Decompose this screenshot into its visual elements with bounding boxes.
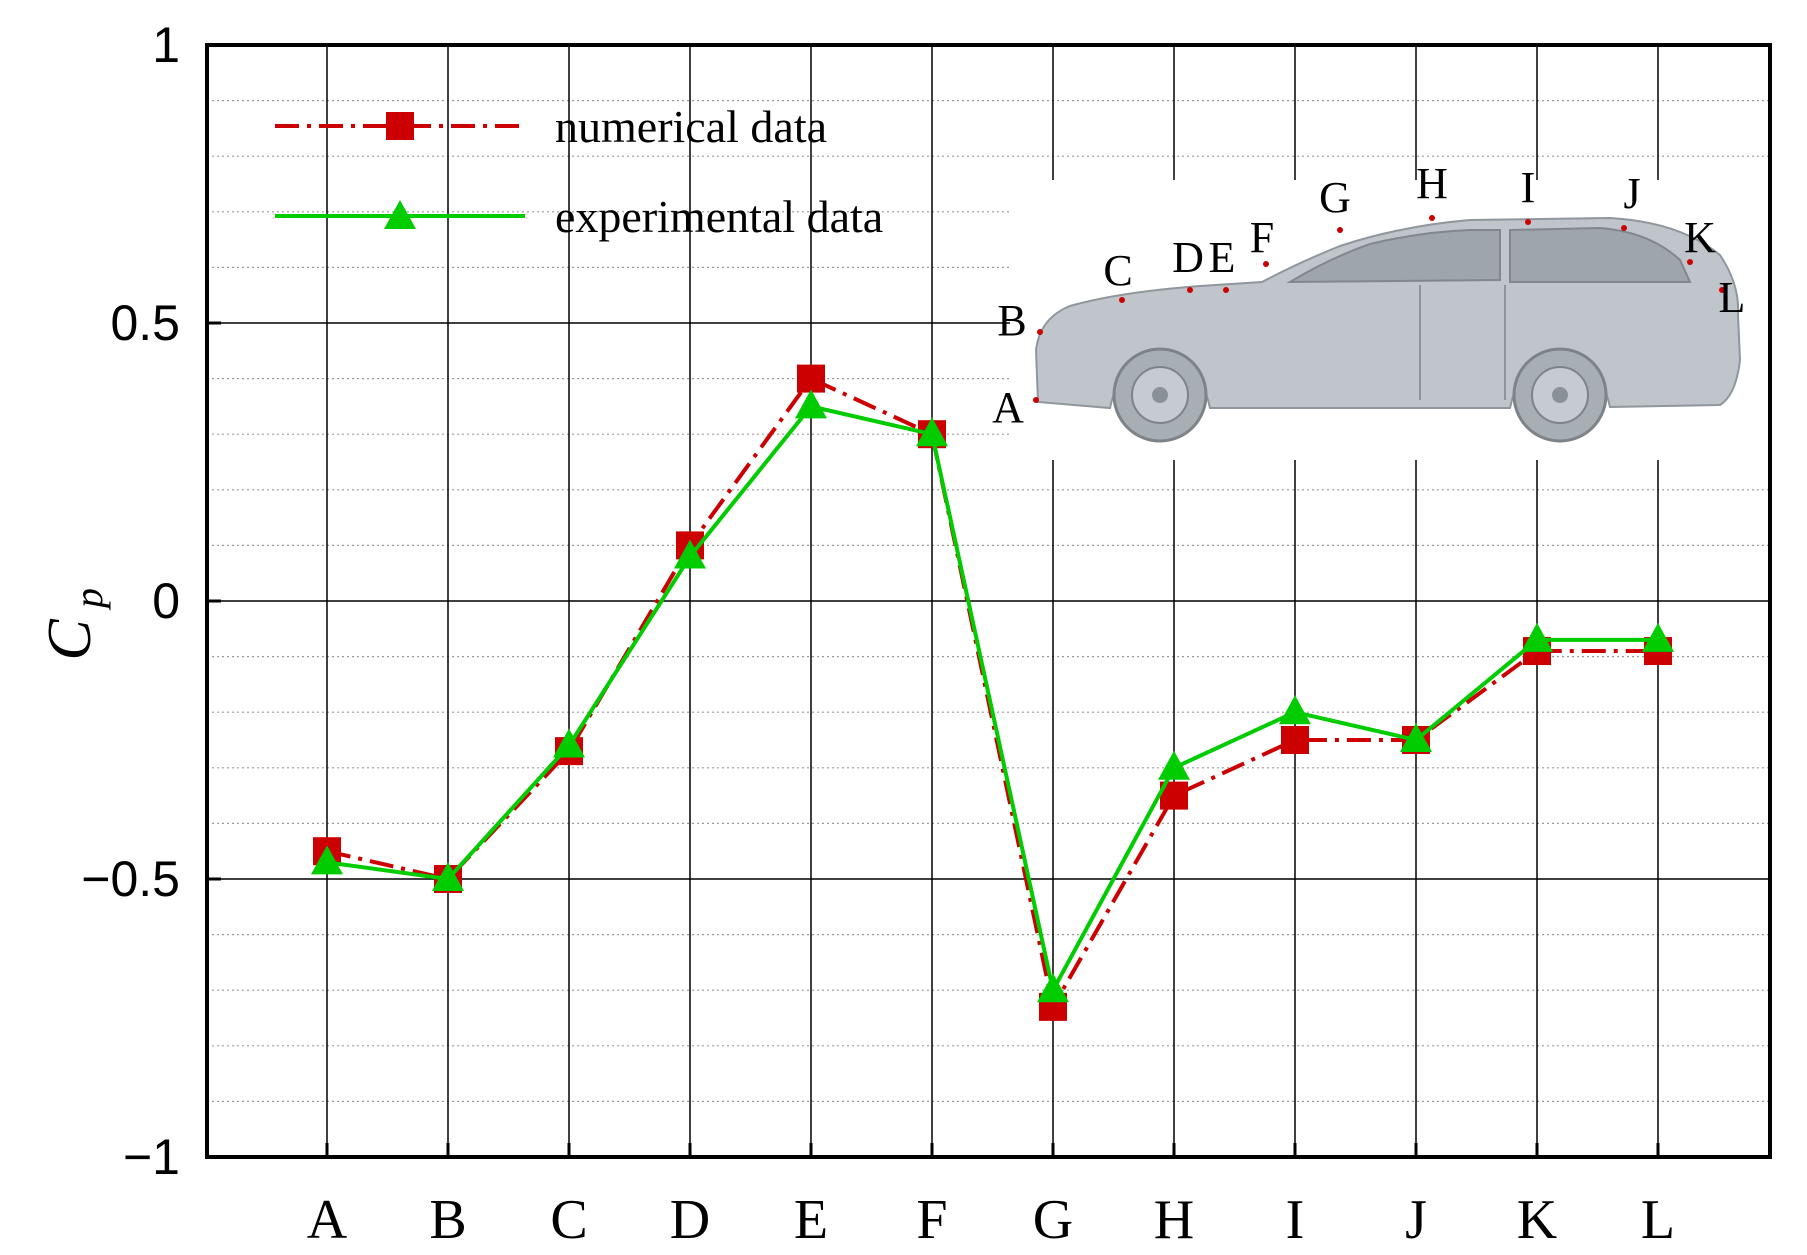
car-point-label: F <box>1250 213 1274 262</box>
car-windows <box>1286 226 1692 284</box>
data-point-experimental <box>1279 695 1311 725</box>
y-axis-label-subscript: p <box>66 588 111 611</box>
y-tick-label: 0 <box>152 573 180 629</box>
car-point-dot <box>1687 259 1693 265</box>
car-point-label: J <box>1623 169 1640 218</box>
data-point-experimental <box>311 845 343 875</box>
data-point-experimental <box>1521 622 1553 652</box>
legend-marker-numerical <box>386 112 414 140</box>
y-tick-label: 1 <box>152 17 180 73</box>
car-point-dot <box>1119 297 1125 303</box>
series-line-1 <box>326 404 1658 996</box>
x-tick-label: K <box>1517 1189 1557 1251</box>
y-ticks: −1 −0.5 0 0.5 1 <box>81 17 221 1185</box>
data-point-experimental <box>916 417 948 447</box>
y-tick-label: −1 <box>123 1129 180 1185</box>
car-point-dot <box>1037 329 1043 335</box>
series-layer <box>311 364 1674 1021</box>
car-illustration <box>1034 216 1742 443</box>
y-axis-label-main: C <box>36 619 104 661</box>
rear-wheel <box>1512 347 1608 443</box>
car-point-label: D <box>1172 233 1204 282</box>
data-point-experimental <box>1642 622 1674 652</box>
car-point-label: G <box>1319 173 1351 222</box>
y-tick-label: 0.5 <box>110 295 180 351</box>
car-point-labels: AB C D E FG H I JKL <box>992 159 1745 432</box>
x-ticks: A B C D E F G H I J K L <box>307 1143 1675 1251</box>
x-tick-label: A <box>307 1189 348 1251</box>
car-point-dot <box>1337 227 1343 233</box>
car-point-label: L <box>1719 273 1746 322</box>
x-tick-label: L <box>1641 1189 1675 1251</box>
car-point-dot <box>1429 215 1435 221</box>
car-point-label: C <box>1103 246 1132 295</box>
x-tick-label: E <box>794 1189 828 1251</box>
legend-label-numerical: numerical data <box>555 101 827 152</box>
legend: numerical data experimental data <box>275 101 883 242</box>
legend-marker-experimental <box>384 200 416 229</box>
data-point-experimental <box>1158 750 1190 780</box>
legend-label-experimental: experimental data <box>555 191 883 242</box>
data-point-numerical <box>1281 726 1309 754</box>
car-point-dot <box>1033 397 1039 403</box>
car-point-dot <box>1525 219 1531 225</box>
x-tick-label: D <box>670 1189 710 1251</box>
data-point-experimental <box>432 862 464 891</box>
car-point-label: A <box>992 383 1024 432</box>
x-tick-label: F <box>916 1189 947 1251</box>
car-point-label: I <box>1521 163 1536 212</box>
data-point-experimental <box>1400 723 1432 752</box>
car-point-dot <box>1719 287 1725 293</box>
car-inset: AB C D E FG H I JKL <box>992 159 1780 460</box>
y-tick-label: −0.5 <box>81 851 180 907</box>
car-point-label: H <box>1416 159 1448 208</box>
x-tick-label: B <box>429 1189 466 1251</box>
car-point-dot <box>1621 225 1627 231</box>
car-point-dot <box>1223 287 1229 293</box>
front-wheel <box>1112 347 1208 443</box>
car-point-label: E <box>1209 233 1236 282</box>
x-tick-label: G <box>1033 1189 1073 1251</box>
car-point-dot <box>1187 287 1193 293</box>
x-tick-label: H <box>1154 1189 1194 1251</box>
x-tick-label: J <box>1405 1189 1427 1251</box>
car-point-label: B <box>997 296 1026 345</box>
data-point-experimental <box>1037 973 1069 1003</box>
series-line-0 <box>326 376 1658 1013</box>
x-tick-label: I <box>1286 1189 1305 1251</box>
data-point-experimental <box>553 728 585 758</box>
data-point-experimental <box>795 389 827 419</box>
car-point-dot <box>1263 261 1269 267</box>
data-point-experimental <box>674 539 706 569</box>
y-axis-label: C p <box>36 588 111 661</box>
data-point-numerical <box>797 364 825 393</box>
x-tick-label: C <box>550 1189 587 1251</box>
car-point-label: K <box>1684 213 1716 262</box>
